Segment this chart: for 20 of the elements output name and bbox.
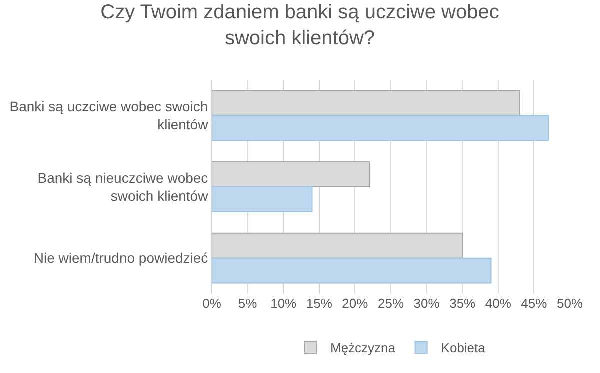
- x-tick-label: 15%: [306, 296, 333, 311]
- legend-label: Kobieta: [441, 340, 486, 356]
- chart-title: Czy Twoim zdaniem banki są uczciwe wobec swoich klientów?: [100, 2, 500, 50]
- x-tick-label: 10%: [270, 296, 298, 311]
- x-tick-label: 0%: [202, 296, 222, 311]
- y-tick-label: Banki są uczciwe wobec swoich klientów: [10, 98, 210, 133]
- y-tick-label: Banki są nieuczciwe wobec swoich klientów: [38, 170, 210, 204]
- x-tick-label: 25%: [378, 296, 404, 311]
- bar: [212, 115, 550, 142]
- x-tick-label: 20%: [342, 296, 369, 311]
- bar: [212, 258, 492, 284]
- x-tick-label: 40%: [485, 296, 512, 311]
- x-tick-label: 45%: [521, 296, 548, 311]
- x-tick-label: 50%: [556, 296, 584, 311]
- x-tick-label: 30%: [414, 296, 440, 311]
- x-tick-label: 5%: [238, 296, 258, 311]
- bar: [212, 186, 313, 212]
- y-tick-label: Nie wiem/trudno powiedzieć: [34, 250, 208, 266]
- legend-label: Mężczyzna: [330, 340, 396, 356]
- x-tick-label: 35%: [450, 296, 476, 311]
